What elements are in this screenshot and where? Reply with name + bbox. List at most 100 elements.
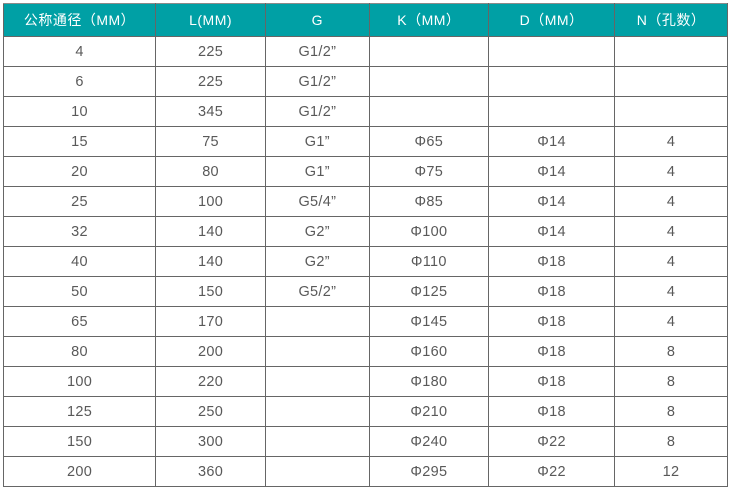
table-cell: Φ22 (488, 426, 616, 457)
table-cell: 20 (2, 156, 157, 187)
table-cell: Φ125 (368, 276, 490, 307)
table-cell (614, 96, 728, 127)
table-cell (488, 66, 616, 97)
table-cell: G1” (265, 126, 370, 157)
table-cell: 225 (155, 66, 267, 97)
table-cell: 345 (155, 96, 267, 127)
table-cell: Φ75 (368, 156, 490, 187)
table-cell: Φ18 (488, 396, 616, 427)
table-cell: Φ18 (488, 366, 616, 397)
table-cell (265, 306, 370, 337)
table-cell (614, 36, 728, 67)
table-cell (265, 456, 370, 487)
table-cell: 250 (155, 396, 267, 427)
table-cell: 4 (614, 126, 728, 157)
table-cell: G1” (265, 156, 370, 187)
table-cell: Φ18 (488, 336, 616, 367)
table-cell (368, 66, 490, 97)
table-cell: G1/2” (265, 96, 370, 127)
table-row: 15 75 G1” Φ65 Φ14 4 (2, 126, 728, 157)
table-cell: G5/4” (265, 186, 370, 217)
table-cell: Φ14 (488, 126, 616, 157)
table-cell: 150 (2, 426, 157, 457)
table-cell: Φ180 (368, 366, 490, 397)
header-cell: N（孔数） (614, 3, 728, 37)
header-cell: 公称通径（MM） (2, 3, 157, 37)
table-cell: G2” (265, 246, 370, 277)
table-cell: 6 (2, 66, 157, 97)
header-cell: K（MM） (368, 3, 490, 37)
header-row: 公称通径（MM） L(MM) G K（MM） D（MM） N（孔数） (2, 3, 728, 37)
table-cell: 100 (155, 186, 267, 217)
table-cell: 100 (2, 366, 157, 397)
table-cell: 8 (614, 336, 728, 367)
table-cell: 4 (2, 36, 157, 67)
table-row: 200 360 Φ295 Φ22 12 (2, 456, 728, 487)
table-cell: 50 (2, 276, 157, 307)
table-row: 65 170 Φ145 Φ18 4 (2, 306, 728, 337)
table-cell: G1/2” (265, 36, 370, 67)
table-row: 10 345 G1/2” (2, 96, 728, 127)
table-cell: 80 (155, 156, 267, 187)
table-cell: Φ14 (488, 186, 616, 217)
table-cell: Φ110 (368, 246, 490, 277)
table-cell (488, 36, 616, 67)
table-cell: 300 (155, 426, 267, 457)
table-cell: 4 (614, 246, 728, 277)
table-cell (368, 96, 490, 127)
table-row: 20 80 G1” Φ75 Φ14 4 (2, 156, 728, 187)
table-cell: Φ145 (368, 306, 490, 337)
table-cell: 15 (2, 126, 157, 157)
table-row: 125 250 Φ210 Φ18 8 (2, 396, 728, 427)
table-cell: Φ85 (368, 186, 490, 217)
table-cell: 75 (155, 126, 267, 157)
table-cell (614, 66, 728, 97)
table-cell: G5/2” (265, 276, 370, 307)
table-cell: Φ14 (488, 216, 616, 247)
table-row: 6 225 G1/2” (2, 66, 728, 97)
table-cell: 4 (614, 186, 728, 217)
table-cell: 140 (155, 246, 267, 277)
table-header: 公称通径（MM） L(MM) G K（MM） D（MM） N（孔数） (2, 3, 728, 37)
table-row: 4 225 G1/2” (2, 36, 728, 67)
table-cell: 10 (2, 96, 157, 127)
table-cell: Φ22 (488, 456, 616, 487)
table-cell: 360 (155, 456, 267, 487)
table-cell: 200 (2, 456, 157, 487)
table-cell: 200 (155, 336, 267, 367)
table-cell: 4 (614, 156, 728, 187)
table-cell (265, 336, 370, 367)
table-cell: Φ160 (368, 336, 490, 367)
table-cell: 32 (2, 216, 157, 247)
table-cell: 8 (614, 396, 728, 427)
table-cell: 40 (2, 246, 157, 277)
table-cell: 225 (155, 36, 267, 67)
table-cell: 8 (614, 366, 728, 397)
table-row: 40 140 G2” Φ110 Φ18 4 (2, 246, 728, 277)
table-cell: 65 (2, 306, 157, 337)
table-cell: G2” (265, 216, 370, 247)
table-cell: Φ100 (368, 216, 490, 247)
table-row: 150 300 Φ240 Φ22 8 (2, 426, 728, 457)
table-cell: 4 (614, 216, 728, 247)
table-cell (488, 96, 616, 127)
table-cell: Φ240 (368, 426, 490, 457)
table-row: 100 220 Φ180 Φ18 8 (2, 366, 728, 397)
table-row: 25 100 G5/4” Φ85 Φ14 4 (2, 186, 728, 217)
table-row: 32 140 G2” Φ100 Φ14 4 (2, 216, 728, 247)
table-cell: Φ18 (488, 276, 616, 307)
table-cell (265, 366, 370, 397)
table-cell: Φ18 (488, 246, 616, 277)
table-cell: Φ14 (488, 156, 616, 187)
table-cell: Φ210 (368, 396, 490, 427)
table-cell: 12 (614, 456, 728, 487)
table-cell: 150 (155, 276, 267, 307)
header-cell: L(MM) (155, 3, 267, 37)
table-row: 80 200 Φ160 Φ18 8 (2, 336, 728, 367)
table-cell: Φ18 (488, 306, 616, 337)
table-cell (265, 426, 370, 457)
table-cell: 4 (614, 306, 728, 337)
header-cell: G (265, 3, 370, 37)
table-cell: Φ295 (368, 456, 490, 487)
